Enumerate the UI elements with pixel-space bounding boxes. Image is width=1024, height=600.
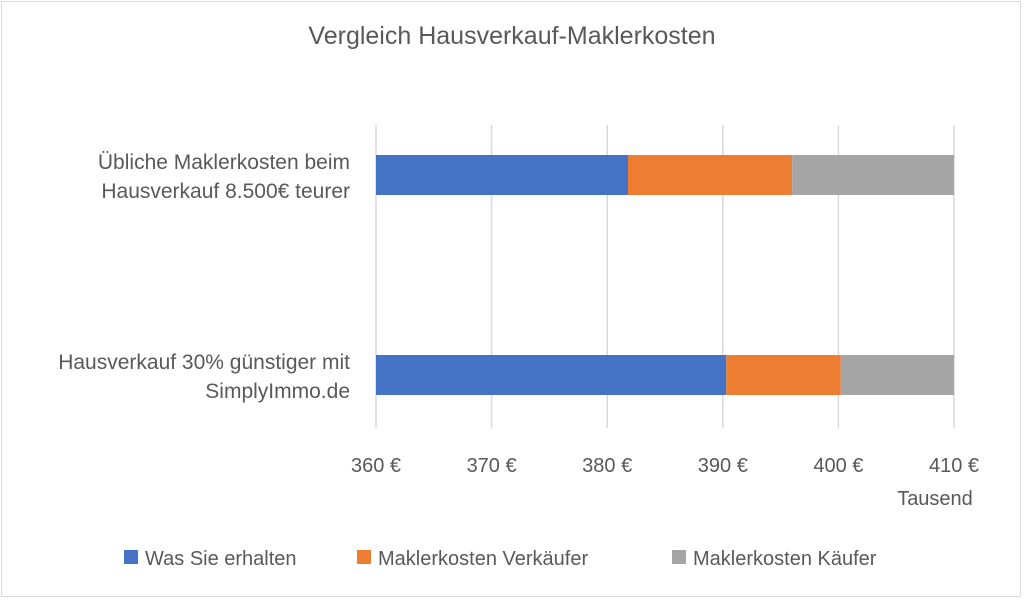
- x-tick-label: 410 €: [929, 455, 979, 477]
- legend-label: Maklerkosten Käufer: [693, 548, 877, 570]
- legend-label: Maklerkosten Verkäufer: [378, 548, 588, 570]
- x-axis-unit-label: Tausend: [897, 488, 973, 510]
- legend-label: Was Sie erhalten: [145, 548, 297, 570]
- category-label-line: SimplyImmo.de: [205, 380, 350, 403]
- bar-segment: [840, 355, 954, 395]
- x-tick-label: 360 €: [351, 455, 401, 477]
- x-tick-label: 390 €: [698, 455, 748, 477]
- bar-segment: [792, 155, 954, 195]
- legend-swatch: [672, 550, 686, 564]
- bar-segment: [376, 155, 629, 195]
- category-label: Hausverkauf 30% günstiger mit SimplyImmo.…: [58, 351, 350, 403]
- legend-swatch: [357, 550, 371, 564]
- category-label-line: Hausverkauf 30% günstiger mit: [58, 351, 350, 374]
- x-tick-label: 380 €: [582, 455, 632, 477]
- category-label-line: Hausverkauf 8.500€ teurer: [101, 180, 350, 203]
- bar-segment: [376, 355, 727, 395]
- category-label: Übliche Maklerkosten beim Hausverkauf 8.5…: [98, 151, 350, 203]
- x-tick-label: 400 €: [813, 455, 863, 477]
- legend-swatch: [124, 550, 138, 564]
- bar-segment: [628, 155, 793, 195]
- x-tick-label: 370 €: [467, 455, 517, 477]
- chart-title: Vergleich Hausverkauf-Maklerkosten: [308, 22, 715, 50]
- bar-segment: [726, 355, 841, 395]
- category-label-line: Übliche Maklerkosten beim: [98, 151, 350, 174]
